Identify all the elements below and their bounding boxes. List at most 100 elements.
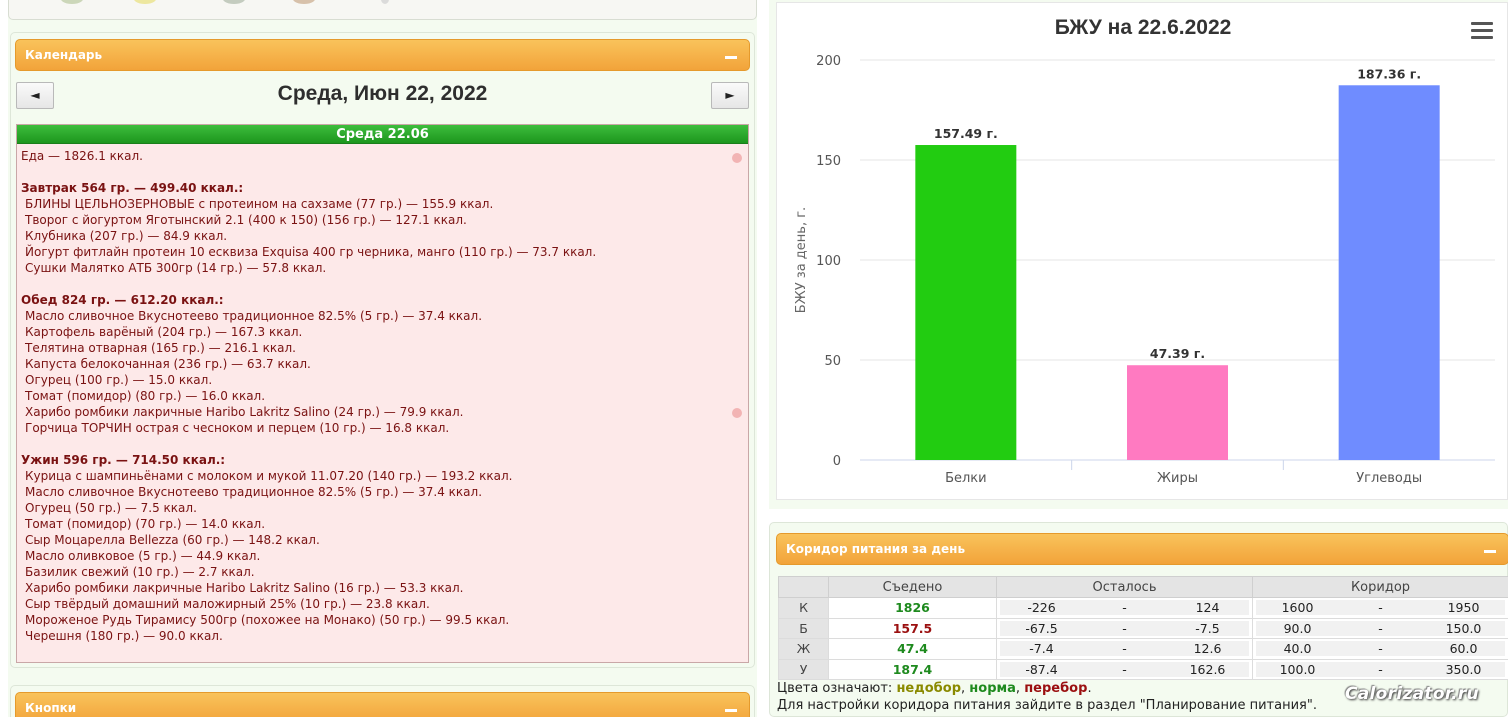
eaten-cell: 1826: [828, 597, 997, 619]
eaten-cell: 47.4: [828, 638, 997, 660]
calendar-header-title: Календарь: [25, 48, 103, 62]
pin-icon[interactable]: [732, 153, 742, 163]
thumbnail-icon[interactable]: [61, 0, 83, 4]
meal-item: Горчица ТОРЧИН острая с чесноком и перце…: [25, 421, 450, 435]
legend-ok: норма: [969, 681, 1016, 696]
meal-item: БЛИНЫ ЦЕЛЬНОЗЕРНОВЫЕ с протеином на сахз…: [25, 197, 494, 211]
meal-item: Телятина отварная (165 гр.) — 216.1 ккал…: [25, 341, 296, 355]
collapse-icon[interactable]: [1484, 534, 1498, 564]
meal-item: Творог с йогуртом Яготынский 2.1 (400 к …: [25, 213, 467, 227]
left-min: -7.4: [1029, 641, 1054, 657]
corridor-max: 60.0: [1449, 641, 1478, 657]
col-eaten: Съедено: [828, 576, 997, 598]
day-diary-panel: Среда 22.06 Еда — 1826.1 ккал. Завтрак 5…: [16, 124, 749, 663]
eaten-value: 47.4: [897, 641, 928, 657]
buttons-header[interactable]: Кнопки: [15, 692, 750, 717]
prev-day-button[interactable]: ◄: [16, 82, 54, 109]
table-row: У 187.4 -87.4 - 162.6 100.0 - 350.0: [778, 658, 1508, 680]
meal-item: Сыр Моцарелла Bellezza (60 гр.) — 148.2 …: [25, 533, 320, 547]
meal-item: Харибо ромбики лакричные Haribo Lakritz …: [25, 405, 464, 419]
thumbnail-icon[interactable]: [293, 0, 315, 4]
x-tick-label: Белки: [945, 471, 987, 486]
corridor-min: 1600: [1281, 600, 1314, 616]
meal-item: Харибо ромбики лакричные Haribo Lakritz …: [25, 581, 464, 595]
left-cell: -226 - 124: [996, 597, 1253, 619]
y-axis-label: БЖУ за день, г.: [794, 207, 809, 313]
color-legend: Цвета означают: недобор, норма, перебор.: [777, 681, 1092, 696]
corridor-min: 40.0: [1283, 641, 1312, 657]
left-max: 12.6: [1193, 641, 1222, 657]
corridor-min: 100.0: [1279, 661, 1316, 677]
dash: -: [1122, 661, 1127, 677]
left-min: -67.5: [1025, 620, 1058, 636]
dash: -: [1122, 620, 1127, 636]
legend-over: перебор: [1024, 681, 1088, 696]
corridor-table: Съедено Осталось Коридор К 1826 -226 - 124 16…: [778, 576, 1508, 680]
y-tick-label: 200: [816, 54, 841, 69]
chart-card: БЖУ на 22.6.2022 0 50 100 150 200 БЖУ за день,…: [769, 0, 1508, 509]
left-max: -7.5: [1195, 620, 1220, 636]
left-min: -226: [1027, 600, 1056, 616]
day-content: Еда — 1826.1 ккал. Завтрак 564 гр. — 499…: [17, 144, 748, 644]
next-day-button[interactable]: ►: [711, 82, 749, 109]
meal-item: Масло сливочное Вкуснотеево традиционное…: [25, 309, 483, 323]
day-bar[interactable]: Среда 22.06: [17, 125, 748, 144]
bar-0: [915, 145, 1017, 460]
corridor-header-title: Коридор питания за день: [786, 542, 966, 556]
meal-title: Завтрак 564 гр. — 499.40 ккал.:: [21, 181, 244, 195]
collapse-icon[interactable]: [725, 693, 739, 717]
dash: -: [1378, 641, 1383, 657]
dash: -: [1378, 620, 1383, 636]
meal-item: Мороженое Рудь Тирамису 500гр (похожее н…: [25, 613, 510, 627]
legend-sep: ,: [961, 681, 966, 696]
meal-item: Масло оливковое (5 гр.) — 44.9 ккал.: [25, 549, 261, 563]
meal-item: Огурец (50 гр.) — 7.5 ккал.: [25, 501, 197, 515]
left-min: -87.4: [1025, 661, 1058, 677]
row-label: Б: [778, 617, 829, 639]
pin-icon[interactable]: [732, 408, 742, 418]
meal-item: Огурец (100 гр.) — 15.0 ккал.: [25, 373, 213, 387]
thumbnail-icon[interactable]: [223, 0, 245, 4]
legend-prefix: Цвета означают:: [777, 681, 893, 696]
row-label: К: [778, 597, 829, 619]
col-corridor: Коридор: [1252, 576, 1508, 598]
meal-title: Ужин 596 гр. — 714.50 ккал.:: [21, 453, 226, 467]
col-left: Осталось: [996, 576, 1253, 598]
corridor-cell: 1600 - 1950: [1252, 597, 1508, 619]
meal-item: Масло сливочное Вкуснотеево традиционное…: [25, 485, 483, 499]
bju-bar-chart: БЖУ на 22.6.2022 0 50 100 150 200 БЖУ за день,…: [794, 16, 1495, 486]
dash: -: [1378, 661, 1383, 677]
collapse-icon[interactable]: [725, 40, 739, 70]
chart-title: БЖУ на 22.6.2022: [1055, 16, 1232, 39]
meal-item: Базилик свежий (10 гр.) — 2.7 ккал.: [25, 565, 255, 579]
corridor-header[interactable]: Коридор питания за день: [776, 533, 1508, 565]
spacer: [21, 276, 744, 292]
eaten-cell: 157.5: [828, 617, 997, 639]
meal-item: Томат (помидор) (80 гр.) — 16.0 ккал.: [25, 389, 266, 403]
meal-title: Обед 824 гр. — 612.20 ккал.:: [21, 293, 224, 307]
corner-cell: [778, 576, 829, 598]
meal-item: Капуста белокочанная (236 гр.) — 63.7 кк…: [25, 357, 311, 371]
y-tick-label: 100: [816, 254, 841, 269]
corridor-cell: 40.0 - 60.0: [1252, 638, 1508, 660]
y-tick-label: 0: [833, 454, 841, 469]
corridor-panel: Коридор питания за день Съедено Осталось…: [769, 522, 1508, 717]
data-label: 47.39 г.: [1150, 346, 1205, 361]
data-label: 187.36 г.: [1357, 66, 1421, 81]
thumbnail-icon[interactable]: [134, 0, 156, 4]
thumbnail-icon[interactable]: [381, 0, 389, 4]
row-label: Ж: [778, 638, 829, 660]
meal-item: Йогурт фитлайн протеин 10 есквиза Exquis…: [25, 245, 597, 259]
spacer: [21, 436, 744, 452]
x-tick-label: Жиры: [1157, 471, 1198, 486]
meal-item: Курица с шампиньёнами с молоком и мукой …: [25, 469, 513, 483]
meal-item: Сыр твёрдый домашний маложирный 25% (10 …: [25, 597, 430, 611]
table-row: Ж 47.4 -7.4 - 12.6 40.0 - 60.0: [778, 638, 1508, 660]
x-tick-label: Углеводы: [1356, 471, 1422, 486]
top-thumbnails-strip: [8, 0, 757, 20]
corridor-max: 1950: [1447, 600, 1480, 616]
hamburger-menu-icon[interactable]: [1471, 21, 1493, 39]
left-cell: -87.4 - 162.6: [996, 658, 1253, 680]
calendar-header[interactable]: Календарь: [15, 39, 750, 71]
y-tick-label: 150: [816, 154, 841, 169]
